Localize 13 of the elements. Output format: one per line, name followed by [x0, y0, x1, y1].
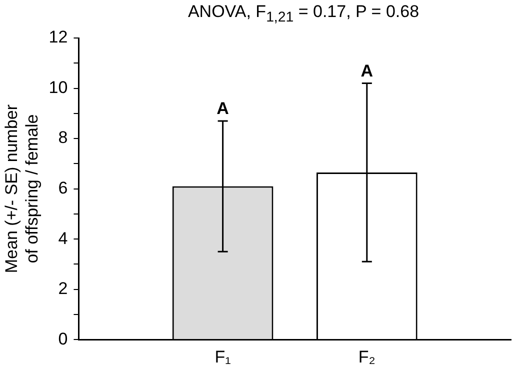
y-tick-label: 2 — [58, 279, 68, 298]
x-tick-label: F₁ — [214, 347, 232, 366]
y-tick-label: 0 — [58, 329, 68, 348]
y-tick-label: 10 — [48, 78, 68, 97]
y-axis-title: Mean (+/- SE) number of offspring / female — [2, 104, 42, 274]
y-tick-label: 12 — [48, 28, 68, 47]
annotation: A — [360, 61, 374, 80]
y-tick-label: 8 — [58, 128, 68, 148]
annotation: A — [216, 99, 229, 118]
y-tick-label: 4 — [58, 228, 68, 248]
chart-title: ANOVA, F$_{1,21}$ = 0.17, P = 0.68 — [186, 2, 420, 26]
x-tick-label: F₂ — [358, 347, 376, 366]
y-tick-label: 6 — [58, 178, 68, 198]
